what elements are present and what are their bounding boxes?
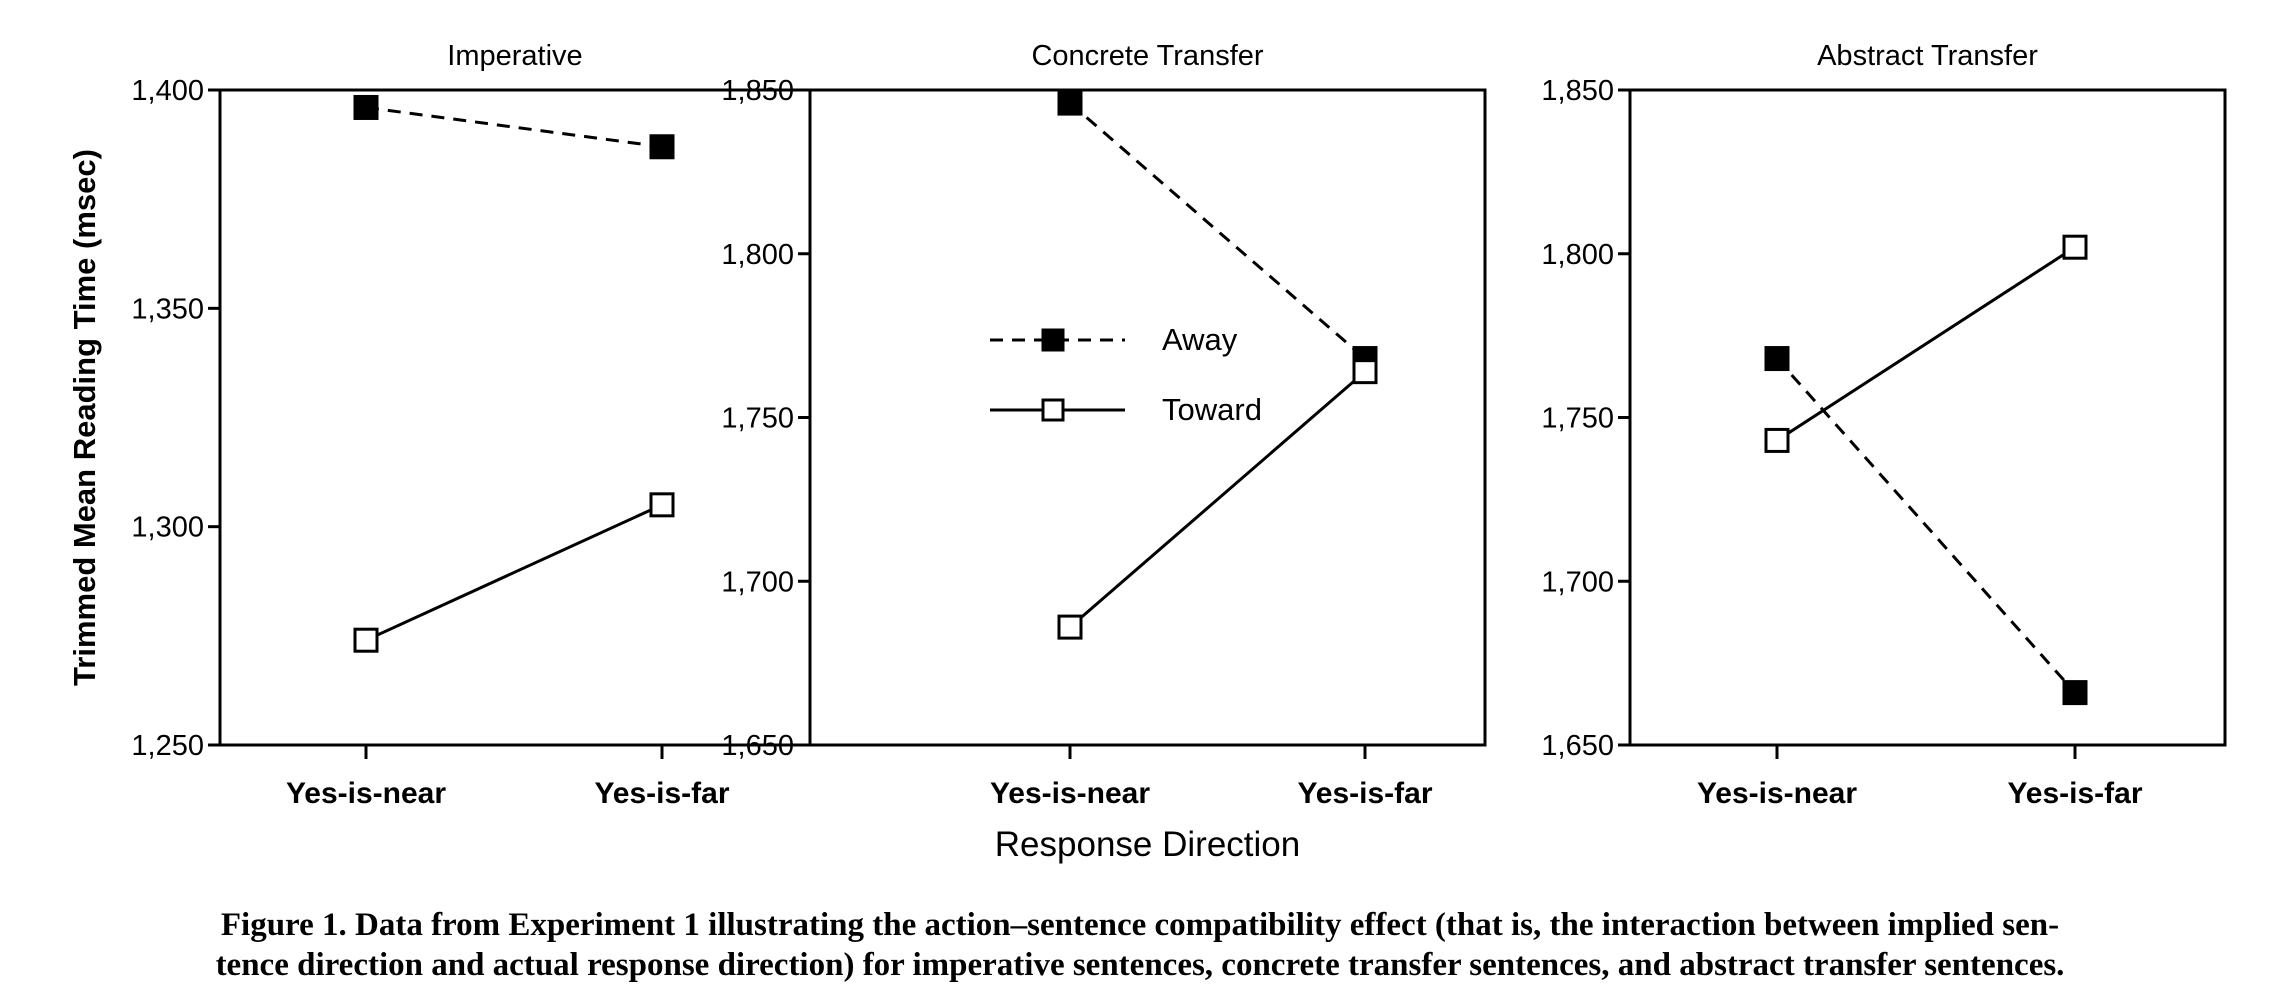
legend-marker-away	[1041, 328, 1065, 352]
plot-frame	[808, 88, 1487, 747]
x-tick-label: Yes-is-far	[1297, 777, 1432, 810]
chart-panel-1: Imperative 1,250 1,300 1,350 1,400 Yes-is-nea…	[67, 40, 812, 810]
y-axis-label: Trimmed Mean Reading Time (msec)	[67, 149, 102, 686]
series-line-toward	[1069, 370, 1366, 629]
x-tick-label: Yes-is-near	[286, 777, 446, 810]
y-tick-label: 1,800	[721, 239, 794, 271]
legend: Away Toward	[990, 322, 1262, 427]
data-point-away	[353, 94, 379, 120]
series-line-toward	[365, 503, 663, 642]
plot-frame	[1628, 88, 2227, 747]
data-point-away	[2062, 680, 2088, 706]
data-point-away	[1057, 90, 1083, 116]
y-tick-label: 1,350	[131, 293, 204, 325]
y-tick-label: 1,700	[1541, 566, 1614, 598]
x-tick-label: Yes-is-near	[1697, 777, 1857, 810]
data-point-toward	[1764, 427, 1790, 453]
y-tick-label: 1,850	[1541, 75, 1614, 107]
chart-panel-2: Concrete Transfer 1,650 1,700 1,750 1,800 1,8…	[721, 40, 1487, 864]
y-tick-label: 1,400	[131, 75, 204, 107]
y-tick-label: 1,750	[1541, 403, 1614, 435]
figure-caption: Figure 1. Data from Experiment 1 illustr…	[0, 905, 2280, 985]
chart-title: Abstract Transfer	[1817, 40, 2038, 72]
data-point-toward	[649, 492, 675, 518]
series-line-away	[1775, 357, 2077, 694]
data-point-toward	[1352, 359, 1378, 385]
y-tick-label: 1,650	[721, 730, 794, 762]
caption-line-2: tence direction and actual response dire…	[215, 947, 2065, 983]
y-tick-label: 1,700	[721, 566, 794, 598]
data-point-toward	[353, 627, 379, 653]
series-line-toward	[1776, 245, 2076, 442]
legend-label-away: Away	[1162, 322, 1238, 357]
series-line-away	[365, 105, 663, 149]
y-tick-label: 1,300	[131, 512, 204, 544]
y-tick-label: 1,850	[721, 75, 794, 107]
data-point-toward	[1057, 614, 1083, 640]
data-point-toward	[2062, 234, 2088, 260]
x-tick-label: Yes-is-near	[990, 777, 1150, 810]
y-tick-label: 1,750	[721, 403, 794, 435]
x-tick-label: Yes-is-far	[2007, 777, 2142, 810]
y-tick-label: 1,800	[1541, 239, 1614, 271]
x-axis-label: Response Direction	[995, 825, 1300, 864]
chart-title: Concrete Transfer	[1031, 40, 1263, 72]
x-tick-label: Yes-is-far	[594, 777, 729, 810]
legend-marker-toward	[1041, 398, 1065, 422]
legend-label-toward: Toward	[1162, 392, 1262, 427]
y-tick-label: 1,650	[1541, 730, 1614, 762]
y-tick-label: 1,250	[131, 730, 204, 762]
chart-panel-3: Abstract Transfer 1,650 1,700 1,750 1,800 1,8…	[1541, 40, 2227, 810]
data-point-away	[649, 134, 675, 160]
chart-title: Imperative	[447, 40, 582, 72]
caption-line-1: Figure 1. Data from Experiment 1 illustr…	[220, 907, 2060, 943]
series-line-away	[1069, 101, 1366, 360]
data-point-away	[1764, 346, 1790, 372]
